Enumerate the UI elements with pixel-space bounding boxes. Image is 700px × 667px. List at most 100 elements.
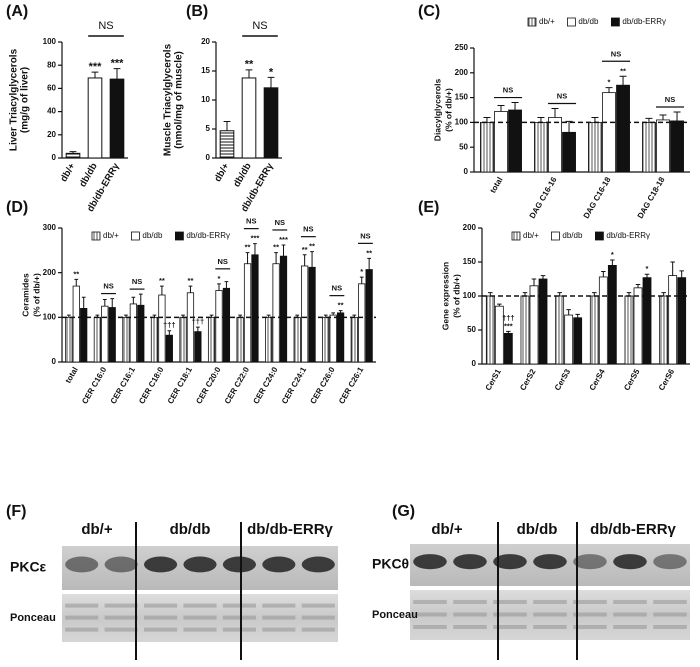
ponceau-band (301, 615, 335, 620)
panel-label: (B) (186, 3, 208, 20)
y-tick-label: 20 (47, 130, 56, 139)
significance-label: ††† (502, 313, 515, 322)
error-bar (74, 278, 79, 287)
bar (272, 263, 280, 363)
bar (642, 122, 656, 173)
error-bar (267, 76, 275, 88)
y-axis-label: Diacylglycerols (432, 79, 442, 142)
bar (194, 331, 202, 363)
y-tick-label: 300 (43, 223, 57, 232)
significance-label: * (269, 66, 274, 78)
blot-group-label: db/db (170, 521, 211, 538)
legend-label: db/db (578, 17, 599, 26)
bar (534, 122, 548, 173)
ponceau-band (144, 627, 178, 632)
bar (573, 317, 583, 365)
blot-band (613, 554, 647, 570)
error-bar (497, 303, 502, 307)
ponceau-band (493, 600, 527, 604)
legend-swatch (611, 17, 620, 27)
bar (108, 307, 116, 363)
error-bar (670, 261, 675, 276)
bar (588, 122, 602, 173)
significance-label: * (360, 267, 363, 276)
x-tick-label: db/+ (212, 161, 232, 184)
error-bar (302, 254, 307, 266)
error-bar (69, 151, 77, 154)
x-tick-label: CER C18:0 (137, 365, 166, 405)
bar (222, 287, 231, 363)
x-tick-label: CER C16:1 (109, 365, 138, 405)
error-bar (102, 298, 107, 307)
legend-swatch (91, 231, 101, 241)
comparison-label: NS (611, 49, 621, 58)
bar (365, 269, 373, 363)
significance-label: ** (73, 269, 79, 278)
comparison-label: NS (275, 218, 285, 227)
error-bar (610, 259, 615, 266)
y-tick-label: 0 (206, 153, 211, 162)
error-bar (323, 314, 328, 318)
legend-swatch (595, 231, 604, 241)
error-bar (245, 69, 253, 78)
panel-label: (F) (6, 503, 26, 520)
significance-label: ** (159, 276, 165, 285)
y-tick-label: 150 (463, 257, 477, 266)
x-tick-label: CerS3 (553, 367, 573, 392)
significance-label: ** (366, 248, 372, 257)
bar (243, 263, 252, 363)
y-tick-label: 200 (43, 268, 57, 277)
panel-label: (E) (418, 199, 439, 216)
blot-group-label: db/+ (431, 521, 462, 538)
ponceau-band (613, 612, 647, 617)
y-axis-label: (% of db/+) (31, 273, 41, 317)
ponceau-band (533, 600, 567, 604)
error-bar (167, 330, 172, 336)
significance-label: ** (245, 243, 251, 252)
y-tick-label: 15 (201, 66, 210, 75)
bar (616, 84, 630, 173)
bar (485, 295, 495, 365)
ponceau-band (493, 625, 527, 629)
y-tick-label: 100 (43, 312, 57, 321)
legend-label: db/db (562, 231, 583, 240)
error-bar (506, 330, 511, 334)
y-tick-label: 200 (455, 68, 469, 77)
error-bar (566, 309, 571, 316)
legend-swatch (551, 231, 560, 241)
significance-label: *** (251, 234, 260, 243)
ponceau-band (301, 603, 335, 608)
x-tick-label: CER C22:0 (223, 365, 252, 405)
bar (668, 275, 678, 365)
bar (301, 265, 309, 363)
y-axis-label: Liver Triacylglycerols (9, 48, 20, 151)
bar (656, 119, 670, 173)
bar (65, 152, 81, 159)
bar (322, 316, 330, 363)
panel-label: (D) (6, 199, 28, 216)
bar (642, 277, 652, 365)
legend-swatch (511, 231, 521, 241)
error-bar (619, 75, 627, 86)
significance-label: *** (504, 321, 513, 330)
bar (633, 287, 643, 365)
y-tick-label: 60 (47, 84, 56, 93)
error-bar (497, 105, 505, 112)
error-bar (66, 314, 71, 318)
error-bar (511, 102, 519, 110)
ponceau-band (653, 612, 687, 617)
bar (207, 316, 216, 363)
y-tick-label: 150 (455, 93, 469, 102)
significance-label: ††† (192, 317, 205, 326)
ponceau-band (613, 600, 647, 604)
x-tick-label: CER C26:1 (337, 365, 366, 405)
bar (548, 117, 562, 173)
comparison-label: NS (557, 91, 567, 100)
y-tick-label: 50 (459, 142, 468, 151)
ponceau-band (613, 625, 647, 629)
ponceau-band (453, 612, 487, 617)
ponceau-band (262, 603, 296, 608)
error-bar (131, 296, 136, 304)
x-tick-label: CER C26:0 (308, 365, 337, 405)
error-bar (338, 310, 343, 313)
